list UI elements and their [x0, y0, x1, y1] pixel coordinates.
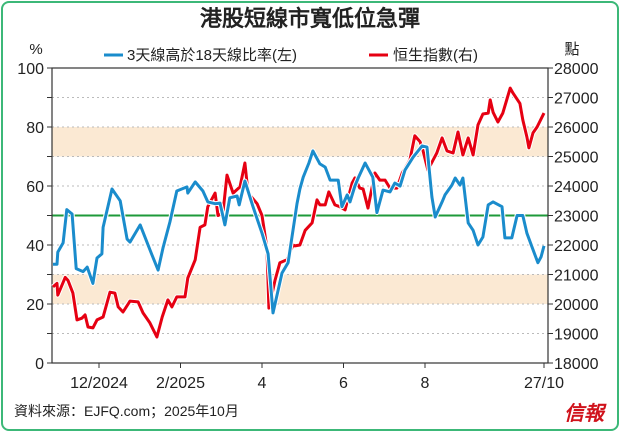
left-tick-label: 0	[35, 356, 44, 373]
source-note: 資料來源：EJFQ.com；2025年10月	[14, 403, 239, 420]
left-tick-label: 60	[26, 179, 44, 196]
right-tick-label: 19000	[554, 327, 599, 344]
right-tick-label: 27000	[554, 91, 599, 108]
right-tick-label: 20000	[554, 297, 599, 314]
right-tick-label: 24000	[554, 179, 599, 196]
right-tick-label: 28000	[554, 61, 599, 78]
legend-label-hsi: 恒生指數(右)	[393, 47, 478, 64]
right-axis-unit: 點	[564, 41, 579, 58]
left-tick-label: 20	[26, 297, 44, 314]
x-tick-label: 4	[258, 375, 267, 392]
x-tick-label: 8	[421, 375, 430, 392]
shaded-band	[52, 274, 548, 304]
right-tick-label: 26000	[554, 120, 599, 137]
x-tick-label: 2/2025	[156, 375, 205, 392]
right-tick-label: 21000	[554, 268, 599, 285]
publisher-logo: 信報	[564, 402, 607, 425]
right-tick-label: 25000	[554, 150, 599, 167]
left-tick-label: 100	[17, 61, 44, 78]
chart-title: 港股短線市寬低位急彈	[200, 6, 420, 31]
x-tick-label: 6	[339, 375, 348, 392]
series-line-breadth	[53, 144, 546, 315]
left-tick-label: 80	[26, 120, 44, 137]
x-tick-label: 27/10	[524, 375, 564, 392]
legend-label-breadth: 3天線高於18天線比率(左)	[127, 47, 297, 64]
x-tick-label: 12/2024	[70, 375, 128, 392]
left-axis-unit: %	[29, 41, 42, 58]
left-tick-label: 40	[26, 238, 44, 255]
right-tick-label: 23000	[554, 209, 599, 226]
right-tick-label: 18000	[554, 356, 599, 373]
right-tick-label: 22000	[554, 238, 599, 255]
series-line-hsi	[52, 86, 546, 339]
